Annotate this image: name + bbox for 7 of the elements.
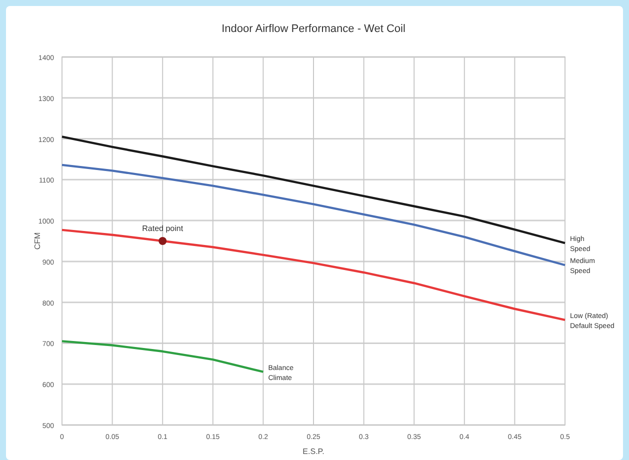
chart-title: Indoor Airflow Performance - Wet Coil — [222, 23, 406, 35]
line-series — [60, 340, 264, 373]
y-axis-title: CFM — [33, 232, 42, 250]
x-axis-title: E.S.P. — [302, 447, 324, 456]
annotation: Rated point — [142, 224, 184, 233]
line-series — [60, 136, 566, 244]
line-series — [60, 164, 566, 266]
